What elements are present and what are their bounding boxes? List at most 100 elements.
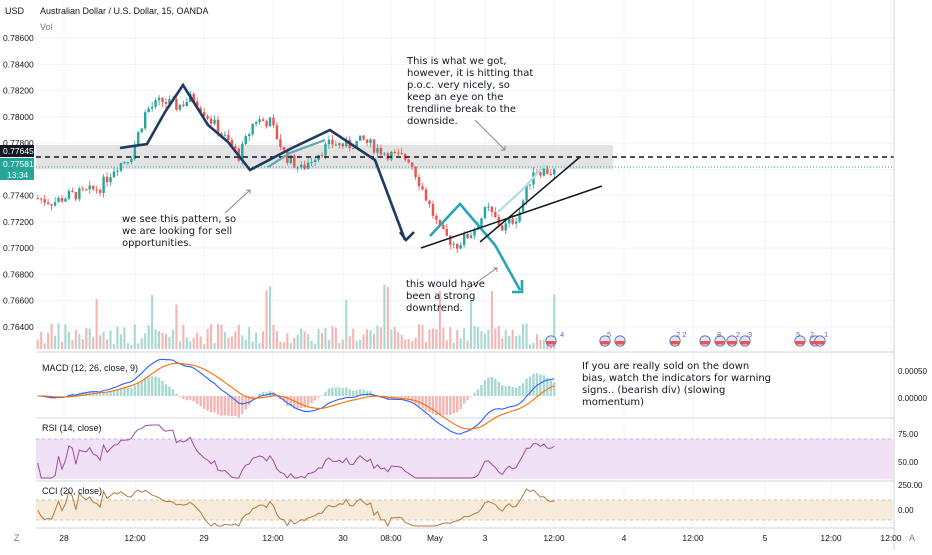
- volume-bar: [116, 326, 119, 349]
- candle-body: [43, 199, 46, 203]
- candle-body: [216, 119, 220, 134]
- volume-bar: [154, 329, 157, 349]
- macd-histogram-bar: [553, 382, 556, 396]
- volume-bar: [303, 331, 306, 349]
- macd-histogram-bar: [265, 392, 268, 396]
- volume-bar: [248, 327, 251, 349]
- volume-bar: [407, 338, 410, 349]
- volume-bar: [345, 299, 348, 349]
- candle-body: [95, 189, 98, 191]
- macd-histogram-bar: [175, 394, 178, 396]
- trendline-lower[interactable]: [420, 185, 603, 249]
- price-tick-label: 0.78600: [3, 33, 34, 43]
- volume-bar: [237, 324, 240, 349]
- macd-histogram-bar: [338, 387, 341, 396]
- time-axis-corner-left[interactable]: Z: [14, 533, 20, 543]
- macd-histogram-bar: [161, 380, 164, 396]
- macd-histogram-bar: [227, 396, 230, 416]
- macd-histogram-bar: [112, 389, 116, 396]
- candle-body: [105, 176, 109, 183]
- level-price-label: 0.77645: [3, 146, 34, 156]
- candle-body: [445, 228, 449, 236]
- volume-bar: [490, 290, 493, 349]
- price-tick-label: 0.76400: [3, 322, 34, 332]
- macd-histogram-bar: [400, 396, 403, 399]
- trendline-upper[interactable]: [479, 156, 581, 243]
- chart-title[interactable]: Australian Dollar / U.S. Dollar, 15, OAN…: [40, 6, 209, 16]
- macd-histogram-bar: [157, 377, 161, 396]
- candle-body: [334, 144, 338, 146]
- volume-bar: [130, 344, 133, 349]
- macd-signal-line: [37, 362, 555, 430]
- rsi-tick-50: 50.00: [898, 458, 919, 467]
- pattern-drawing-navy[interactable]: [119, 82, 407, 241]
- volume-bar: [293, 337, 296, 349]
- callout-line-downtrend: [465, 267, 498, 291]
- candle-body: [390, 151, 393, 160]
- pattern-drawing-teal[interactable]: [267, 138, 326, 168]
- macd-histogram-bar: [452, 396, 455, 414]
- candle-body: [310, 162, 313, 164]
- candle-body: [74, 191, 78, 200]
- volume-bar: [497, 326, 500, 349]
- time-tick-label: 12:00: [820, 533, 842, 543]
- volume-bar: [251, 341, 254, 349]
- callout-tip-pattern: [246, 189, 251, 194]
- candle-body: [553, 169, 556, 175]
- candle-body: [438, 219, 442, 225]
- volume-bar: [50, 323, 53, 349]
- macd-histogram-bar: [459, 396, 462, 410]
- candle-body: [199, 108, 202, 112]
- volume-bar: [95, 299, 98, 349]
- volume-bar: [310, 340, 313, 349]
- annotation-pattern-line-2: we are looking for sell: [122, 226, 232, 237]
- candle-body: [358, 135, 362, 141]
- macd-histogram-bar: [542, 375, 546, 396]
- macd-histogram-bar: [327, 388, 331, 396]
- candle-body: [78, 188, 81, 200]
- callout-line-got: [474, 119, 506, 151]
- macd-histogram-bar: [501, 385, 504, 396]
- volume-bar: [400, 334, 403, 349]
- price-tick-label: 0.77400: [3, 191, 34, 201]
- candle-body: [393, 151, 397, 153]
- candle-body: [466, 233, 469, 239]
- time-axis-corner-right[interactable]: A: [909, 533, 915, 543]
- macd-histogram-bar: [119, 387, 123, 396]
- candle-body: [324, 144, 327, 156]
- hypothetical-downtrend-path[interactable]: [429, 202, 522, 291]
- volume-bar: [504, 329, 507, 349]
- volume-bar: [449, 327, 452, 349]
- candle-body: [71, 191, 74, 193]
- candle-body: [213, 119, 216, 124]
- volume-bar: [369, 330, 372, 349]
- macd-label[interactable]: MACD (12, 26, close, 9): [42, 363, 138, 373]
- cci-tick-0: 0.00: [898, 506, 914, 515]
- macd-histogram-bar: [223, 396, 227, 416]
- rsi-label[interactable]: RSI (14, close): [42, 423, 102, 433]
- candle-body: [123, 162, 126, 164]
- time-axis[interactable]: 28 12:00 29 12:00 30 08:00 May 3 12:00 4 12:00 5 12:…: [59, 533, 902, 543]
- cci-label[interactable]: CCI (20, close): [42, 486, 102, 496]
- cci-line: [37, 488, 555, 528]
- candle-body: [400, 152, 403, 155]
- candle-body: [455, 243, 459, 249]
- candle-body: [81, 188, 85, 190]
- volume-bar: [206, 328, 209, 349]
- annotation-pattern-line-1: we see this pattern, so: [122, 214, 236, 225]
- volume-bar: [199, 336, 202, 349]
- candle-body: [251, 123, 254, 135]
- candle-body: [254, 122, 258, 124]
- macd-tick-zero: 0.00000: [898, 394, 927, 403]
- candle-body: [223, 134, 227, 136]
- volume-bar: [501, 338, 504, 349]
- last-price-label: 0.77581: [3, 159, 34, 169]
- candle-body: [525, 185, 528, 201]
- candle-body: [442, 224, 445, 229]
- event-marker-count: 5: [796, 330, 800, 339]
- candle-body: [449, 235, 452, 245]
- currency-label[interactable]: USD: [5, 6, 25, 16]
- macd-histogram-bar: [455, 396, 459, 413]
- volume-label[interactable]: Vol: [40, 22, 53, 32]
- time-tick-label: 08:00: [380, 533, 402, 543]
